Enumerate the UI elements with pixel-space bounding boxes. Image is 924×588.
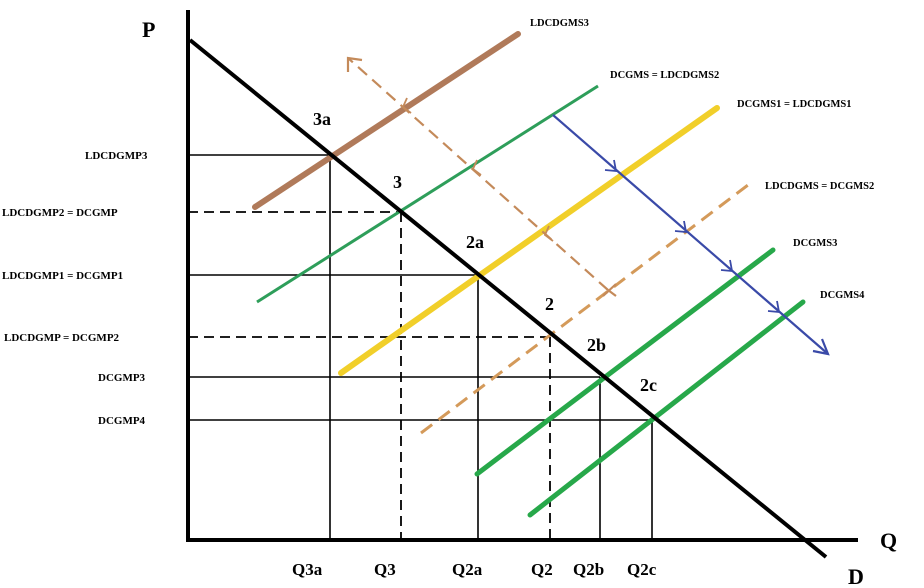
supply-label-dcgms3: DCGMS3 [793,238,837,249]
x-axis-label: Q [880,528,897,553]
supply-ldcdgms [420,183,749,435]
blue-arrow-tick-2 [674,220,688,234]
point-label-2b: 2b [587,335,606,355]
quantity-label-q2c: Q2c [627,560,657,579]
supply-label-dcgms4: DCGMS4 [820,290,865,301]
supply-dcgms1 [338,105,720,376]
quantity-label-q3a: Q3a [292,560,323,579]
price-label-p0: LDCDGMP = DCGMP2 [4,332,120,344]
price-label-p1: LDCDGMP1 = DCGMP1 [2,270,123,282]
blue-arrow-tick-1 [604,159,618,173]
supply-dcgms4 [527,299,806,518]
tan-arrow-tick-3 [401,97,412,114]
demand-curve [188,38,828,559]
price-label-pc: DCGMP4 [98,415,146,427]
quantity-label-q2b: Q2b [573,560,604,579]
demand-label: D [848,564,864,588]
y-axis-label: P [142,17,155,42]
tan-arrow-tick-1 [543,225,554,242]
point-label-2a: 2a [466,232,484,252]
quantity-label-q2: Q2 [531,560,553,579]
blue-arrow-tick-4 [767,300,781,314]
point-label-2c: 2c [640,375,657,395]
supply-dcgms [256,84,599,304]
supply-label-dcgms: DCGMS = LDCDGMS2 [610,70,719,81]
price-label-pb: DCGMP3 [98,372,146,384]
quantity-label-q2a: Q2a [452,560,483,579]
price-label-p2: LDCDGMP2 = DCGMP [2,207,118,219]
dashed-guide-lines [188,211,551,540]
supply-label-dcgms1: DCGMS1 = LDCDGMS1 [737,99,852,110]
blue-arrow-tick-3 [720,259,734,273]
supply-increase-arrow [552,114,830,356]
supply-ldcdgms3 [252,31,521,210]
tan-arrow-end-tick [607,289,617,297]
supply-label-ldcdgms: LDCDGMS = DCGMS2 [765,181,874,192]
point-label-2: 2 [545,294,554,314]
price-label-p3: LDCDGMP3 [85,150,148,162]
point-label-3a: 3a [313,109,331,129]
point-label-3: 3 [393,172,402,192]
supply-dcgms3 [474,247,776,477]
supply-decrease-arrow [346,56,617,297]
tan-arrow-tick-2 [471,159,482,176]
supply-label-ldcdgms3: LDCDGMS3 [530,18,589,29]
quantity-label-q3: Q3 [374,560,396,579]
